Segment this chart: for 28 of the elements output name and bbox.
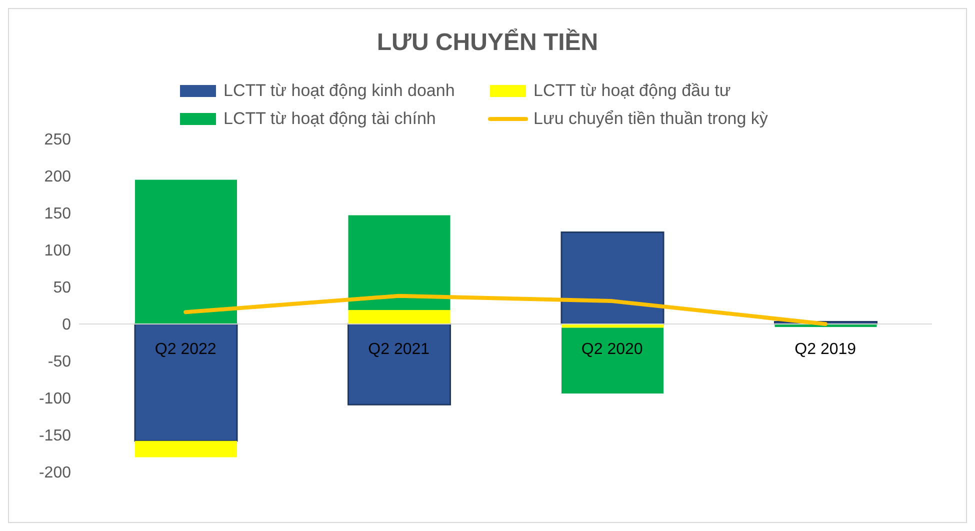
legend-label: LCTT từ hoạt động đầu tư [534,81,731,101]
line-series [184,294,828,326]
bar [348,215,450,310]
x-tick-label: Q2 2020 [581,341,643,358]
y-tick-label: 150 [44,206,72,223]
y-tick-label: -50 [48,354,72,371]
x-tick-label: Q2 2022 [154,341,216,358]
y-tick-label: -200 [38,464,72,482]
y-tick-label: -150 [38,428,72,445]
y-tick-label: 200 [44,168,72,186]
y-tick-label: 100 [44,242,72,260]
bar [348,323,451,406]
y-tick-label: 250 [44,132,72,149]
x-tick-label: Q2 2021 [368,341,430,358]
x-tick-label: Q2 2019 [794,341,856,358]
bar [560,231,664,325]
legend-label: LCTT từ hoạt động kinh doanh [224,81,455,101]
bar [348,310,450,324]
bar [134,323,238,442]
legend-label: Lưu chuyển tiền thuần trong kỳ [534,109,768,129]
y-tick-label: 50 [53,280,72,297]
bar [135,180,237,324]
y-tick-label: 0 [62,316,72,334]
y-tick-label: -100 [38,390,72,408]
bar [562,328,664,394]
chart-title: LƯU CHUYỂN TIỀN [376,28,600,58]
legend-label: LCTT từ hoạt động tài chính [224,109,436,129]
bar [135,440,237,458]
